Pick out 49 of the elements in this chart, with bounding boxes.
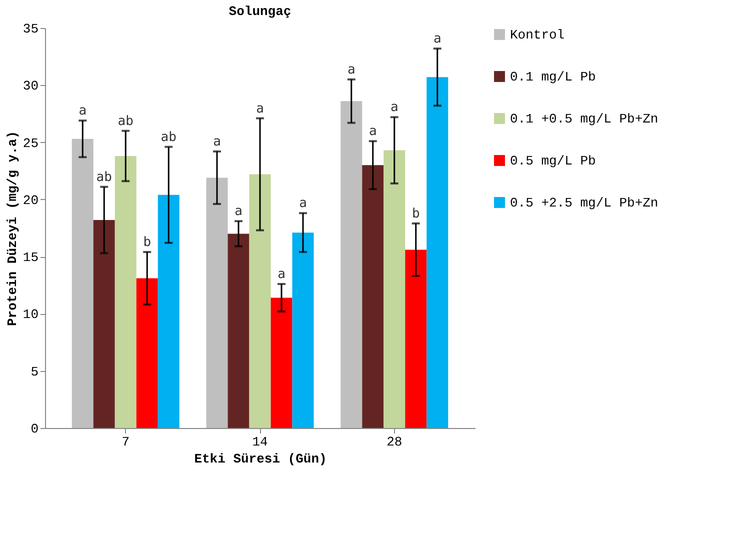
- y-tick-label: 20: [22, 192, 38, 208]
- annotation: ab: [160, 130, 177, 145]
- y-tick-label: 25: [22, 136, 38, 151]
- annotation: a: [256, 101, 264, 116]
- bar: [158, 194, 180, 428]
- bar: [292, 232, 314, 428]
- bar: [270, 298, 292, 428]
- bar: [426, 77, 448, 428]
- annotation: a: [213, 134, 221, 150]
- annotation: ab: [118, 114, 134, 129]
- bar: [405, 250, 427, 428]
- y-axis-title: Protein Düzeyi (mg/g y.a): [4, 130, 20, 326]
- annotation: a: [234, 204, 242, 220]
- legend-label: 0.5 mg/L Pb: [510, 154, 596, 168]
- annotation: b: [143, 235, 152, 250]
- bar: [340, 101, 362, 428]
- x-tick-label: 28: [386, 434, 402, 450]
- bar: [206, 178, 228, 428]
- annotation: ab: [96, 170, 112, 185]
- chart-title: Solungaç: [228, 4, 292, 19]
- bar: [249, 174, 271, 428]
- x-tick-label: 7: [122, 434, 130, 450]
- bar: [93, 220, 115, 428]
- y-tick-label: 15: [22, 250, 38, 266]
- x-axis-title: Etki Süresi (Gün): [194, 452, 327, 466]
- annotation: a: [78, 104, 87, 119]
- y-tick-label: 30: [22, 78, 38, 94]
- annotation: a: [299, 196, 307, 212]
- x-tick-label: 14: [252, 434, 268, 450]
- annotation: a: [278, 267, 286, 282]
- annotation: b: [412, 206, 420, 222]
- legend-label: 0.5 +2.5 mg/L Pb+Zn: [510, 196, 658, 210]
- bar: [114, 156, 136, 428]
- y-tick-label: 5: [30, 364, 38, 380]
- legend-label: 0.1 +0.5 mg/L Pb+Zn: [510, 112, 658, 126]
- legend-label: 0.1 mg/L Pb: [510, 70, 596, 84]
- bar: [362, 165, 384, 428]
- y-tick-label: 35: [22, 22, 38, 36]
- bar: [72, 138, 94, 428]
- y-tick-label: 0: [30, 422, 38, 436]
- legend-label: Kontrol: [510, 28, 565, 42]
- annotation: a: [433, 32, 442, 47]
- y-tick-label: 10: [22, 307, 38, 322]
- annotation: a: [347, 62, 356, 78]
- bar: [136, 278, 158, 428]
- annotation: a: [390, 100, 398, 116]
- bar: [228, 234, 250, 428]
- bar: [384, 150, 406, 428]
- annotation: a: [368, 124, 377, 140]
